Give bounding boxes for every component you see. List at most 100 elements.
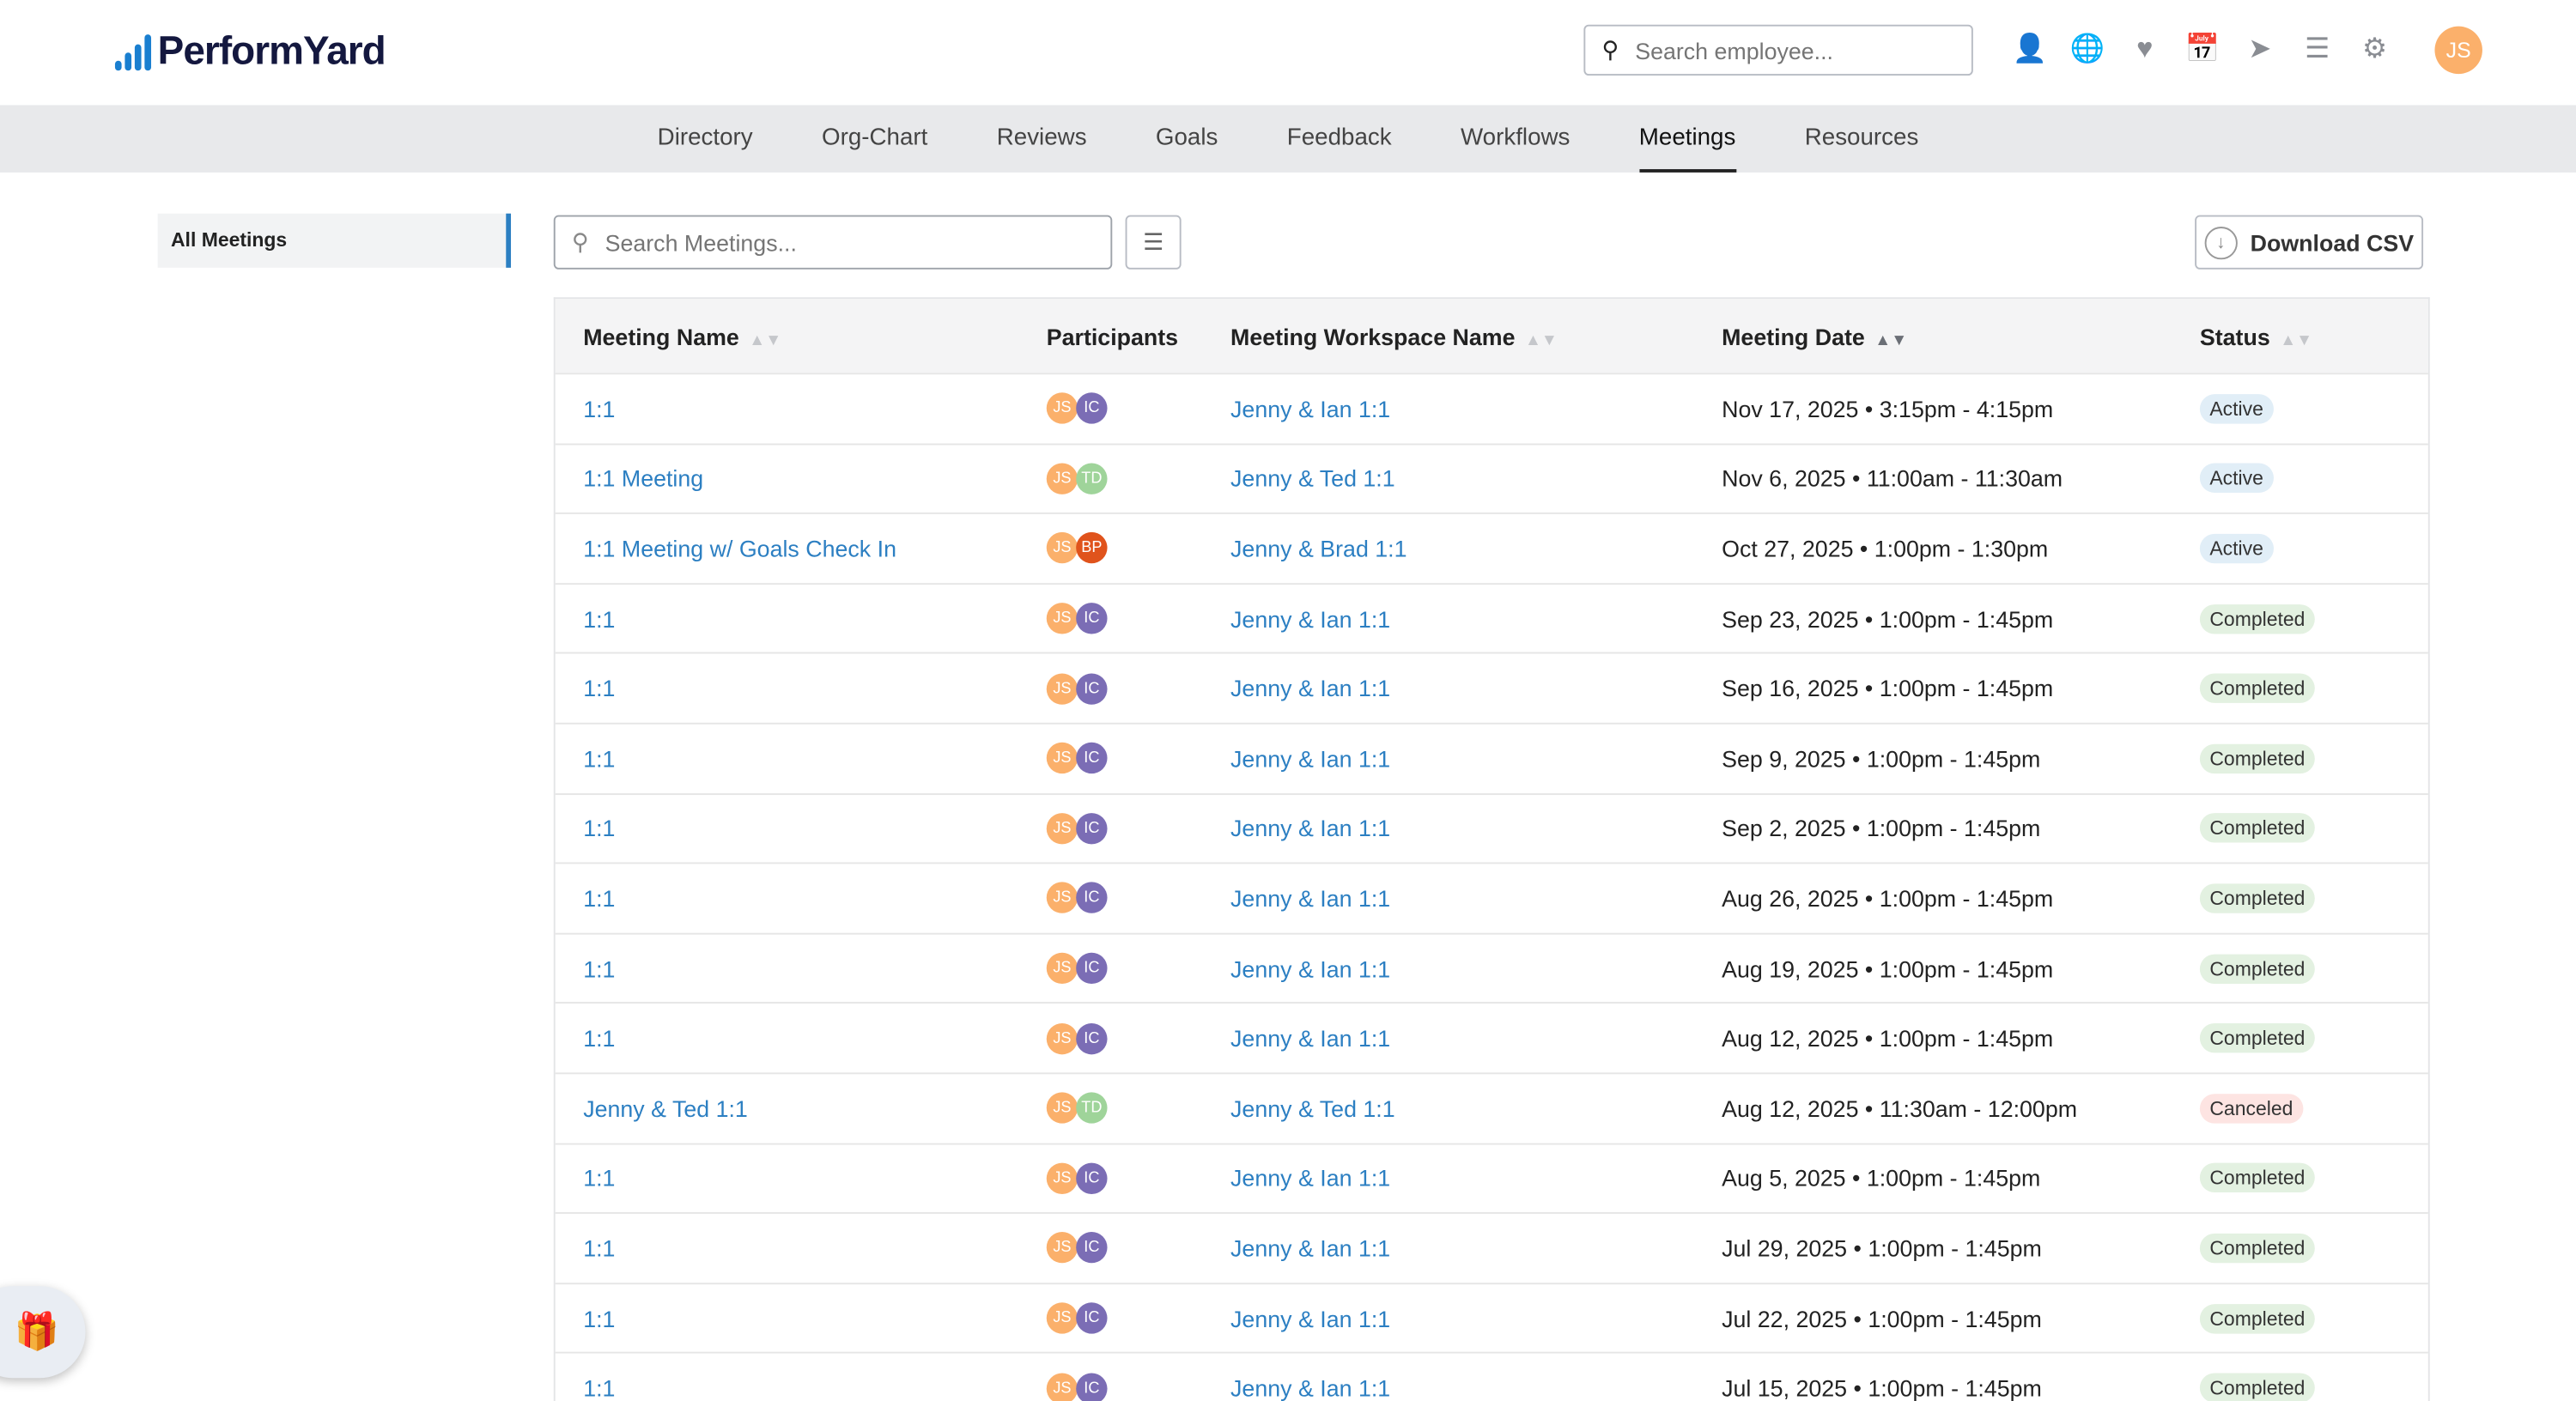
column-workspace-name[interactable]: Meeting Workspace Name ▲▼ bbox=[1230, 322, 1558, 349]
meeting-name-link[interactable]: 1:1 bbox=[583, 1305, 616, 1331]
workspace-link[interactable]: Jenny & Ian 1:1 bbox=[1230, 745, 1391, 772]
workspace-link[interactable]: Jenny & Brad 1:1 bbox=[1230, 535, 1407, 562]
participant-avatar[interactable]: IC bbox=[1076, 1302, 1108, 1334]
nav-org-chart[interactable]: Org-Chart bbox=[822, 124, 928, 152]
table-row: 1:1 JS IC Jenny & Ian 1:1 Aug 12, 2025 • … bbox=[555, 1002, 2428, 1072]
column-meeting-name[interactable]: Meeting Name ▲▼ bbox=[583, 322, 782, 349]
participant-avatar[interactable]: JS bbox=[1046, 1372, 1078, 1401]
participant-avatar[interactable]: JS bbox=[1046, 743, 1078, 774]
participant-avatar[interactable]: TD bbox=[1076, 1092, 1108, 1125]
workspace-link[interactable]: Jenny & Ian 1:1 bbox=[1230, 1305, 1391, 1331]
participant-avatar[interactable]: JS bbox=[1046, 882, 1078, 914]
meeting-name-link[interactable]: 1:1 bbox=[583, 1165, 616, 1192]
meeting-name-link[interactable]: Jenny & Ted 1:1 bbox=[583, 1095, 748, 1122]
participant-avatar[interactable]: JS bbox=[1046, 1232, 1078, 1265]
participant-avatar[interactable]: TD bbox=[1076, 463, 1108, 494]
meeting-name-link[interactable]: 1:1 bbox=[583, 815, 616, 842]
workspace-link[interactable]: Jenny & Ian 1:1 bbox=[1230, 1025, 1391, 1052]
meeting-name-link[interactable]: 1:1 bbox=[583, 605, 616, 632]
meetings-search[interactable]: ⚲ bbox=[553, 215, 1113, 270]
participant-avatar[interactable]: IC bbox=[1076, 743, 1108, 774]
participant-avatar[interactable]: JS bbox=[1046, 463, 1078, 494]
sort-icon[interactable]: ▲▼ bbox=[749, 331, 782, 349]
meeting-name-link[interactable]: 1:1 bbox=[583, 1234, 616, 1262]
user-avatar[interactable]: JS bbox=[2434, 26, 2482, 75]
workspace-link[interactable]: Jenny & Ian 1:1 bbox=[1230, 1234, 1391, 1262]
meetings-search-input[interactable] bbox=[601, 227, 1085, 258]
employee-search[interactable]: ⚲ bbox=[1583, 24, 1973, 76]
calendar-check-icon[interactable]: 📅 bbox=[2184, 33, 2221, 64]
participant-avatar[interactable]: IC bbox=[1076, 1162, 1108, 1194]
workspace-link[interactable]: Jenny & Ted 1:1 bbox=[1230, 465, 1395, 492]
list-icon[interactable]: ☰ bbox=[2305, 33, 2330, 64]
participant-avatar[interactable]: IC bbox=[1076, 672, 1108, 705]
nav-reviews[interactable]: Reviews bbox=[996, 124, 1087, 152]
workspace-link[interactable]: Jenny & Ian 1:1 bbox=[1230, 885, 1391, 912]
participant-avatar[interactable]: JS bbox=[1046, 532, 1078, 565]
meeting-name-link[interactable]: 1:1 Meeting w/ Goals Check In bbox=[583, 535, 896, 562]
participant-avatar[interactable]: IC bbox=[1076, 392, 1108, 425]
participants: JS IC bbox=[1046, 1232, 1230, 1265]
participant-avatar[interactable]: IC bbox=[1076, 1372, 1108, 1401]
meeting-name-link[interactable]: 1:1 bbox=[583, 1374, 616, 1401]
status-badge: Completed bbox=[2199, 1303, 2315, 1333]
workspace-link[interactable]: Jenny & Ian 1:1 bbox=[1230, 815, 1391, 842]
sort-icon[interactable]: ▲▼ bbox=[1524, 331, 1558, 349]
workspace-link[interactable]: Jenny & Ian 1:1 bbox=[1230, 955, 1391, 982]
nav-directory[interactable]: Directory bbox=[657, 124, 753, 152]
participant-avatar[interactable]: IC bbox=[1076, 812, 1108, 845]
download-icon: ↓ bbox=[2204, 226, 2238, 259]
workspace-link[interactable]: Jenny & Ian 1:1 bbox=[1230, 675, 1391, 702]
column-status[interactable]: Status ▲▼ bbox=[2199, 322, 2313, 349]
filter-button[interactable]: ☰ bbox=[1125, 215, 1182, 270]
participant-avatar[interactable]: JS bbox=[1046, 603, 1078, 634]
participant-avatar[interactable]: JS bbox=[1046, 392, 1078, 425]
workspace-link[interactable]: Jenny & Ian 1:1 bbox=[1230, 1374, 1391, 1401]
send-icon[interactable]: ➤ bbox=[2248, 33, 2272, 64]
nav-resources[interactable]: Resources bbox=[1804, 124, 1919, 152]
download-csv-button[interactable]: ↓ Download CSV bbox=[2195, 215, 2424, 270]
nav-meetings[interactable]: Meetings bbox=[1605, 105, 1771, 173]
participant-avatar[interactable]: IC bbox=[1076, 1232, 1108, 1265]
meeting-name-link[interactable]: 1:1 Meeting bbox=[583, 465, 704, 492]
table-row: 1:1 JS IC Jenny & Ian 1:1 Sep 9, 2025 • 1… bbox=[555, 722, 2428, 792]
meeting-name-link[interactable]: 1:1 bbox=[583, 395, 616, 422]
participant-avatar[interactable]: JS bbox=[1046, 1022, 1078, 1054]
column-meeting-date[interactable]: Meeting Date ▲▼ bbox=[1722, 322, 1908, 349]
participant-avatar[interactable]: IC bbox=[1076, 882, 1108, 914]
participant-avatar[interactable]: IC bbox=[1076, 603, 1108, 634]
person-icon[interactable]: 👤 bbox=[2012, 33, 2048, 64]
meeting-name-link[interactable]: 1:1 bbox=[583, 885, 616, 912]
status-badge: Canceled bbox=[2199, 1093, 2303, 1124]
workspace-link[interactable]: Jenny & Ian 1:1 bbox=[1230, 605, 1391, 632]
nav-workflows[interactable]: Workflows bbox=[1460, 124, 1571, 152]
participant-avatar[interactable]: JS bbox=[1046, 952, 1078, 985]
nav-feedback[interactable]: Feedback bbox=[1286, 124, 1392, 152]
participant-avatar[interactable]: JS bbox=[1046, 1092, 1078, 1125]
participant-avatar[interactable]: JS bbox=[1046, 1162, 1078, 1194]
participant-avatar[interactable]: JS bbox=[1046, 1302, 1078, 1334]
workspace-link[interactable]: Jenny & Ian 1:1 bbox=[1230, 395, 1391, 422]
heart-pulse-icon[interactable]: ♥ bbox=[2136, 33, 2154, 64]
sidebar-item-all-meetings[interactable]: All Meetings bbox=[157, 213, 512, 268]
participant-avatar[interactable]: IC bbox=[1076, 1022, 1108, 1054]
workspace-link[interactable]: Jenny & Ian 1:1 bbox=[1230, 1165, 1391, 1192]
nav-goals[interactable]: Goals bbox=[1155, 124, 1218, 152]
performyard-logo[interactable]: PerformYard bbox=[114, 29, 386, 76]
gift-button[interactable]: 🎁 bbox=[0, 1286, 86, 1379]
participants: JS IC bbox=[1046, 1372, 1230, 1401]
workspace-link[interactable]: Jenny & Ted 1:1 bbox=[1230, 1095, 1395, 1122]
sort-icon[interactable]: ▲▼ bbox=[2280, 331, 2313, 349]
meeting-name-link[interactable]: 1:1 bbox=[583, 745, 616, 772]
gears-icon[interactable]: ⚙ bbox=[2362, 33, 2388, 64]
sort-desc-icon[interactable]: ▲▼ bbox=[1874, 331, 1908, 349]
participant-avatar[interactable]: BP bbox=[1076, 532, 1108, 565]
globe-icon[interactable]: 🌐 bbox=[2069, 33, 2105, 64]
participant-avatar[interactable]: IC bbox=[1076, 952, 1108, 985]
meeting-name-link[interactable]: 1:1 bbox=[583, 1025, 616, 1052]
meeting-name-link[interactable]: 1:1 bbox=[583, 955, 616, 982]
meeting-name-link[interactable]: 1:1 bbox=[583, 675, 616, 702]
participant-avatar[interactable]: JS bbox=[1046, 672, 1078, 705]
employee-search-input[interactable] bbox=[1631, 35, 1951, 65]
participant-avatar[interactable]: JS bbox=[1046, 812, 1078, 845]
